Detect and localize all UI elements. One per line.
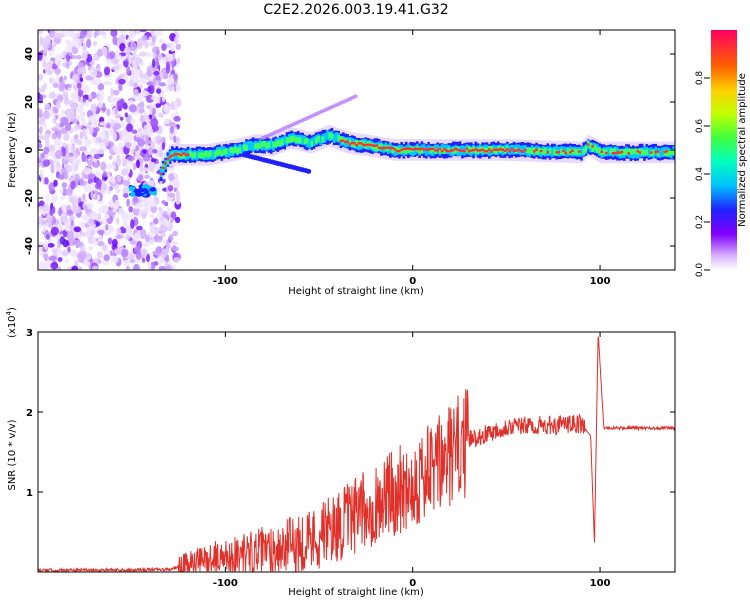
spectrogram-y-label: Frequency (Hz) xyxy=(7,112,18,188)
spectrogram-y-tick-label: -40 xyxy=(24,237,35,255)
snr-axes: -100 0 100 1 2 3 xyxy=(26,328,675,589)
spectrogram-y-tick-label: -20 xyxy=(24,189,35,207)
colorbar-tick-label: 0.6 xyxy=(695,119,705,134)
snr-noise-trace xyxy=(38,336,675,572)
spectrogram-y-tick-label: 40 xyxy=(24,47,35,61)
snr-x-tick-label: -100 xyxy=(213,578,238,589)
colorbar-tick-label: 0.0 xyxy=(695,263,705,278)
spectrogram-x-tick-label: -100 xyxy=(213,276,238,287)
snr-y-tick-label: 1 xyxy=(26,488,33,499)
spectrogram-y-tick-label: 0 xyxy=(24,146,35,153)
snr-x-tick-label: 0 xyxy=(409,578,416,589)
spectrogram-x-label: Height of straight line (km) xyxy=(288,286,424,297)
colorbar-tick-label: 0.4 xyxy=(695,167,705,182)
spectrogram-y-tick-label: 20 xyxy=(24,95,35,109)
snr-frame xyxy=(37,331,676,573)
snr-y-tick-label: 3 xyxy=(26,328,33,339)
snr-multiplier: (x104) xyxy=(5,307,18,338)
colorbar-tick-label: 0.2 xyxy=(695,215,705,229)
snr-x-tick-label: 100 xyxy=(590,578,611,589)
colorbar-tick-label: 0.8 xyxy=(695,71,705,86)
snr-multiplier-base: (x10 xyxy=(7,315,18,338)
spectrogram-panel: -100 0 100 -40 -20 0 20 40 Height of straight l… xyxy=(7,29,676,297)
spectrogram-x-tick-label: 0 xyxy=(409,276,416,287)
spectrogram-marks xyxy=(38,30,675,270)
snr-multiplier-exp: 4 xyxy=(5,310,13,315)
snr-y-label: SNR (10 * v/v) xyxy=(7,419,18,490)
snr-panel: -100 0 100 1 2 3 Height of straight line (km)… xyxy=(5,307,676,598)
colorbar-label: Normalized spectral amplitude xyxy=(737,73,748,227)
spectrogram-axes: -100 0 100 -40 -20 0 20 40 xyxy=(24,30,675,287)
snr-multiplier-close: ) xyxy=(7,307,18,311)
colorbar-gradient xyxy=(711,30,737,270)
snr-y-tick-label: 2 xyxy=(26,408,33,419)
figure-title: C2E2.2026.003.19.41.G32 xyxy=(263,2,448,18)
colorbar-ticks: 0.0 0.2 0.4 0.6 0.8 xyxy=(695,71,710,278)
colorbar: 0.0 0.2 0.4 0.6 0.8 Normalized spectral ampl… xyxy=(695,30,748,277)
spectrogram-x-tick-label: 100 xyxy=(590,276,611,287)
snr-x-label: Height of straight line (km) xyxy=(288,587,424,598)
